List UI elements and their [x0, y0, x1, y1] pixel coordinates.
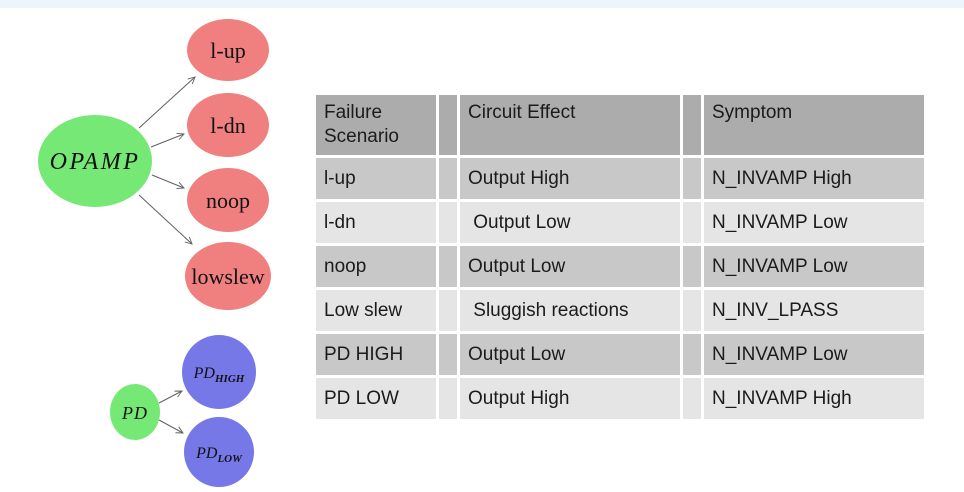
- edge-pd-to-pd-high: [158, 390, 183, 404]
- fault-diagram: OPAMP l-up l-dn noop lowslew PD PDHIGH P…: [38, 19, 271, 487]
- cell-circuit-effect: Output Low: [460, 334, 680, 375]
- cell-symptom: N_INVAMP High: [704, 378, 924, 419]
- cell-symptom: N_INV_LPASS: [704, 290, 924, 331]
- pd-low-node: [184, 417, 254, 487]
- cell-failure-scenario: PD LOW: [316, 378, 436, 419]
- cell-failure-scenario: l-dn: [316, 202, 436, 243]
- opamp-node: [38, 115, 152, 207]
- cell-spacer: [683, 334, 701, 375]
- header-failure-scenario: Failure Scenario: [316, 95, 436, 155]
- table-row-l-up: l-up Output High N_INVAMP High: [316, 158, 924, 199]
- noop-node-label: noop: [206, 188, 250, 213]
- header-spacer: [683, 95, 701, 155]
- cell-spacer: [683, 290, 701, 331]
- pd-high-label-subscript: HIGH: [214, 373, 245, 385]
- cell-spacer: [439, 290, 457, 331]
- opamp-node-label: OPAMP: [50, 149, 141, 175]
- cell-failure-scenario: l-up: [316, 158, 436, 199]
- cell-spacer: [439, 334, 457, 375]
- edge-opamp-to-lowslew: [138, 194, 193, 245]
- cell-failure-scenario: PD HIGH: [316, 334, 436, 375]
- cell-circuit-effect: Sluggish reactions: [460, 290, 680, 331]
- noop-node: [187, 168, 269, 232]
- edge-opamp-to-noop: [151, 174, 185, 190]
- pd-high-label-base: PD: [193, 365, 216, 382]
- top-strip: [0, 0, 964, 8]
- cell-circuit-effect: Output Low: [460, 246, 680, 287]
- l-dn-node: [187, 93, 269, 157]
- cell-failure-scenario: noop: [316, 246, 436, 287]
- pd-high-node: [182, 335, 256, 409]
- table-row-noop: noop Output Low N_INVAMP Low: [316, 246, 924, 287]
- header-symptom: Symptom: [704, 95, 924, 155]
- cell-spacer: [439, 158, 457, 199]
- lowslew-node-label: lowslew: [191, 264, 264, 289]
- cell-symptom: N_INVAMP Low: [704, 334, 924, 375]
- pd-low-label-subscript: LOW: [216, 453, 243, 465]
- cell-spacer: [439, 378, 457, 419]
- edge-opamp-to-l-dn: [150, 132, 185, 148]
- pd-low-node-label: PDLOW: [195, 445, 243, 465]
- header-circuit-effect: Circuit Effect: [460, 95, 680, 155]
- header-spacer: [439, 95, 457, 155]
- edge-opamp-to-l-up: [138, 76, 196, 129]
- lowslew-node: [185, 242, 271, 310]
- cell-failure-scenario: Low slew: [316, 290, 436, 331]
- cell-circuit-effect: Output High: [460, 378, 680, 419]
- table-header-row: Failure Scenario Circuit Effect Symptom: [316, 95, 924, 155]
- l-up-node-label: l-up: [210, 38, 245, 63]
- table-row-pd-high: PD HIGH Output Low N_INVAMP Low: [316, 334, 924, 375]
- cell-spacer: [439, 202, 457, 243]
- cell-circuit-effect: Output High: [460, 158, 680, 199]
- pd-high-node-label: PDHIGH: [193, 365, 245, 385]
- cell-symptom: N_INVAMP Low: [704, 246, 924, 287]
- l-up-node: [187, 19, 269, 81]
- cell-spacer: [683, 246, 701, 287]
- cell-spacer: [683, 202, 701, 243]
- edge-pd-to-pd-low: [158, 419, 184, 434]
- cell-symptom: N_INVAMP Low: [704, 202, 924, 243]
- cell-spacer: [439, 246, 457, 287]
- cell-symptom: N_INVAMP High: [704, 158, 924, 199]
- failure-scenario-table: Failure Scenario Circuit Effect Symptom …: [313, 92, 927, 422]
- table-row-low-slew: Low slew Sluggish reactions N_INV_LPASS: [316, 290, 924, 331]
- l-dn-node-label: l-dn: [210, 113, 245, 138]
- pd-low-label-base: PD: [195, 445, 218, 462]
- table-row-pd-low: PD LOW Output High N_INVAMP High: [316, 378, 924, 419]
- pd-node-label: PD: [121, 403, 148, 423]
- cell-spacer: [683, 378, 701, 419]
- pd-node: [110, 384, 160, 440]
- cell-circuit-effect: Output Low: [460, 202, 680, 243]
- cell-spacer: [683, 158, 701, 199]
- table-row-l-dn: l-dn Output Low N_INVAMP Low: [316, 202, 924, 243]
